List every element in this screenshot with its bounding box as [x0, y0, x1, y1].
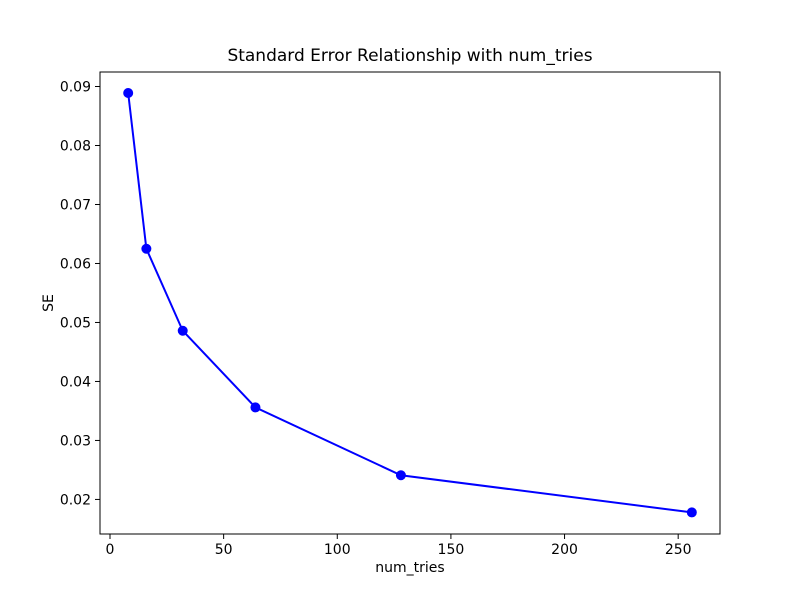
data-point [686, 507, 697, 518]
y-tick-label: 0.07 [60, 197, 91, 213]
data-point [123, 88, 134, 98]
x-tick-label: 0 [106, 542, 115, 558]
data-line [127, 92, 692, 514]
data-point [141, 243, 152, 254]
x-tick-label: 200 [551, 542, 578, 558]
y-axis-label: SE [41, 294, 57, 312]
y-tick-label: 0.02 [60, 492, 91, 508]
x-tick-label: 250 [665, 542, 692, 558]
x-tick-label: 150 [438, 542, 465, 558]
x-axis-label: num_tries [375, 560, 445, 576]
y-tick-label: 0.09 [60, 80, 91, 96]
y-tick-label: 0.03 [60, 433, 91, 449]
x-tick-label: 100 [324, 542, 351, 558]
data-point [250, 402, 261, 413]
chart-title: Standard Error Relationship with num_tri… [227, 46, 593, 66]
y-tick-label: 0.05 [60, 315, 91, 331]
y-tick-label: 0.06 [60, 256, 91, 272]
x-tick-label: 50 [215, 542, 233, 558]
plot-area-border [99, 71, 721, 535]
y-tick-label: 0.04 [60, 374, 91, 390]
data-point [395, 470, 406, 481]
data-point [177, 325, 188, 336]
y-tick-label: 0.08 [60, 139, 91, 155]
